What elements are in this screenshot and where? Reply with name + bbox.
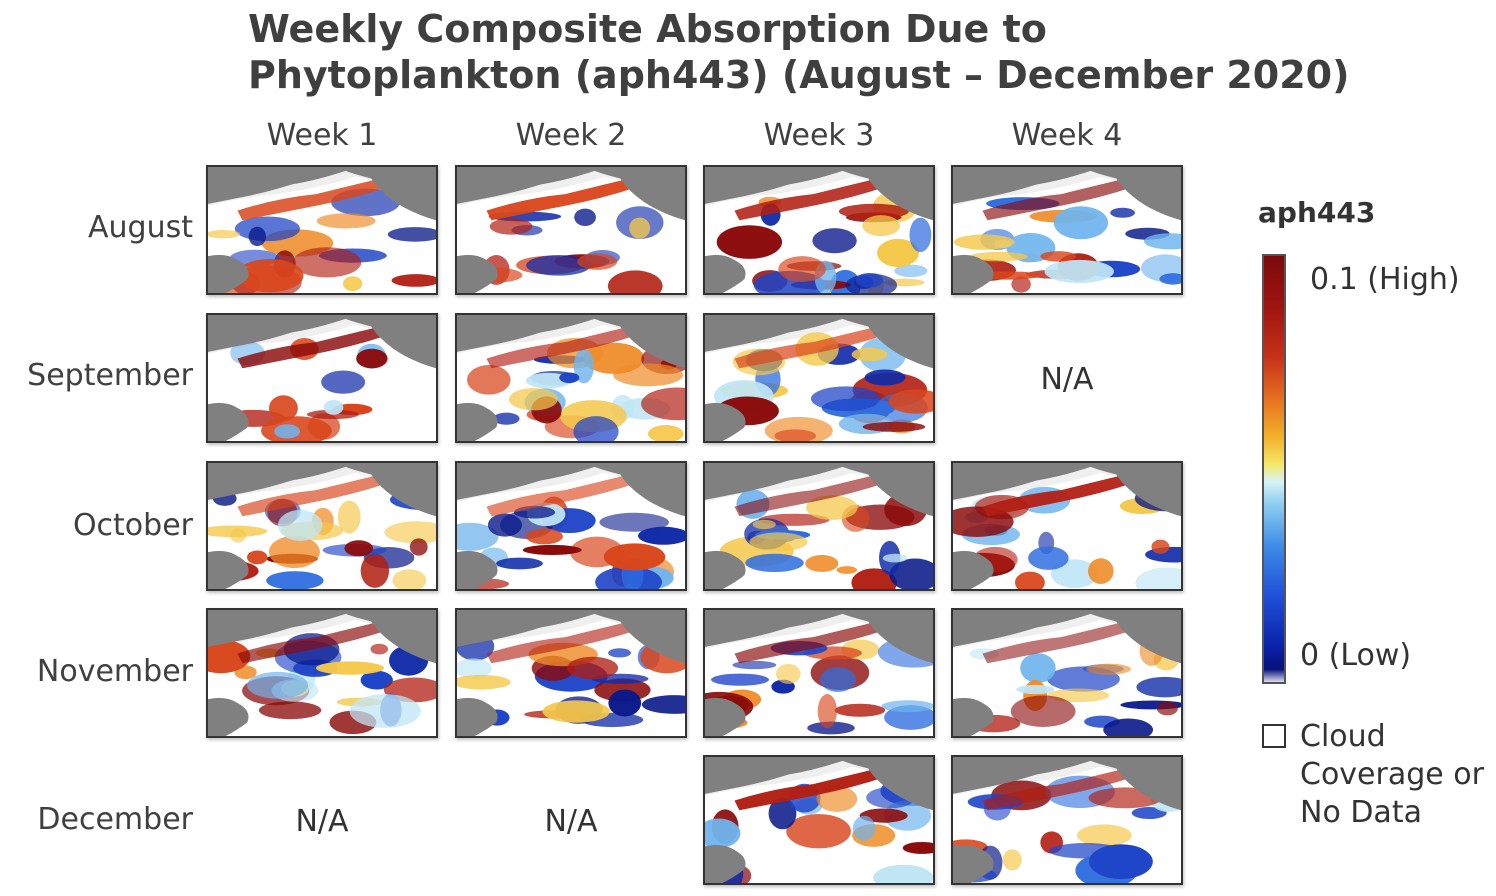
chart-title: Weekly Composite Absorption Due to Phyto… <box>248 7 1350 97</box>
map-panel-august-week-3 <box>703 165 935 295</box>
map-panel-october-week-1 <box>206 461 438 591</box>
map-panel-september-week-1 <box>206 313 438 443</box>
map-panel-october-week-3 <box>703 461 935 591</box>
map-panel-december-week-4 <box>951 755 1183 885</box>
na-label-december-week-1: N/A <box>295 804 349 839</box>
map-panel-november-week-4 <box>951 608 1183 738</box>
map-panel-november-week-3 <box>703 608 935 738</box>
week-label-1: Week 1 <box>266 118 378 153</box>
cloud-legend-swatch <box>1262 724 1286 748</box>
month-label-august: August <box>88 210 193 245</box>
week-label-4: Week 4 <box>1011 118 1123 153</box>
map-panel-december-week-3 <box>703 755 935 885</box>
map-panel-october-week-2 <box>455 461 687 591</box>
cloud-legend-label: Cloud Coverage or No Data <box>1300 719 1484 830</box>
month-label-october: October <box>72 508 193 543</box>
colorbar-high-label: 0.1 (High) <box>1310 262 1460 297</box>
na-label-september-week-4: N/A <box>1040 362 1094 397</box>
map-panel-september-week-3 <box>703 313 935 443</box>
map-panel-september-week-2 <box>455 313 687 443</box>
map-panel-august-week-4 <box>951 165 1183 295</box>
month-label-september: September <box>27 358 193 393</box>
month-label-november: November <box>36 654 193 689</box>
map-panel-october-week-4 <box>951 461 1183 591</box>
map-panel-august-week-2 <box>455 165 687 295</box>
colorbar <box>1262 254 1286 684</box>
week-label-2: Week 2 <box>515 118 627 153</box>
week-label-3: Week 3 <box>763 118 875 153</box>
map-panel-november-week-1 <box>206 608 438 738</box>
month-label-december: December <box>37 802 193 837</box>
colorbar-low-label: 0 (Low) <box>1300 638 1412 673</box>
map-panel-november-week-2 <box>455 608 687 738</box>
na-label-december-week-2: N/A <box>544 804 598 839</box>
colorbar-title: aph443 <box>1258 196 1376 229</box>
map-panel-august-week-1 <box>206 165 438 295</box>
